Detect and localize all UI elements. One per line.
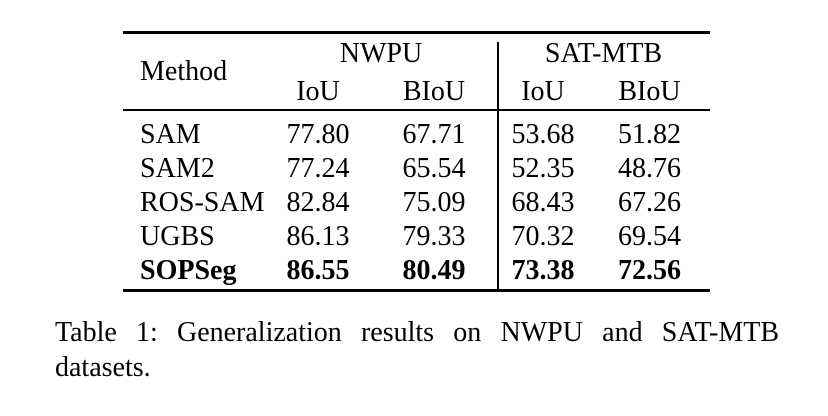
table-body: SAM 77.80 67.71 53.68 51.82 SAM2 77.24 6… — [123, 111, 710, 288]
row-value: 80.49 — [402, 255, 466, 286]
row-value: 75.09 — [402, 187, 466, 218]
row-method: ROS-SAM — [140, 187, 265, 218]
results-table: Method NWPU SAT-MTB IoU BIoU IoU BIoU SA… — [123, 31, 710, 292]
row-value: 77.80 — [286, 119, 350, 150]
row-value: 48.76 — [618, 153, 681, 184]
header-sat-biou: BIoU — [618, 75, 681, 107]
header-sat-iou: IoU — [521, 75, 565, 107]
row-value: 73.38 — [511, 255, 575, 286]
row-value: 53.68 — [511, 119, 575, 150]
row-value: 69.54 — [618, 221, 681, 252]
header-nwpu-biou: BIoU — [402, 75, 466, 107]
row-method: SAM2 — [140, 153, 215, 184]
row-method: UGBS — [140, 221, 215, 252]
table-mid-rule — [123, 109, 710, 111]
header-group-sat-mtb: SAT-MTB — [544, 38, 663, 69]
caption-line-1: Table 1: Generalization results on NWPU … — [55, 317, 779, 348]
header-group-nwpu: NWPU — [339, 38, 423, 69]
table-bottom-rule — [123, 289, 710, 292]
table-top-rule — [123, 31, 710, 34]
table-header: Method NWPU SAT-MTB IoU BIoU IoU BIoU — [123, 34, 710, 109]
row-value: 68.43 — [511, 187, 575, 218]
row-value: 70.32 — [511, 221, 575, 252]
row-value: 65.54 — [402, 153, 466, 184]
row-value: 51.82 — [618, 119, 681, 150]
row-value: 82.84 — [286, 187, 350, 218]
row-value: 67.26 — [618, 187, 681, 218]
row-value: 86.13 — [286, 221, 350, 252]
column-group-separator — [497, 42, 499, 289]
row-method: SOPSeg — [140, 255, 237, 286]
row-method: SAM — [140, 119, 201, 150]
row-value: 79.33 — [402, 221, 466, 252]
table-caption: Table 1: Generalization results on NWPU … — [55, 315, 779, 385]
row-value: 67.71 — [402, 119, 466, 150]
header-nwpu-iou: IoU — [296, 75, 340, 107]
row-value: 86.55 — [286, 255, 350, 286]
row-value: 52.35 — [511, 153, 575, 184]
row-value: 77.24 — [286, 153, 350, 184]
caption-line-2: datasets. — [55, 352, 151, 383]
row-value: 72.56 — [618, 255, 681, 286]
header-method: Method — [140, 55, 228, 87]
